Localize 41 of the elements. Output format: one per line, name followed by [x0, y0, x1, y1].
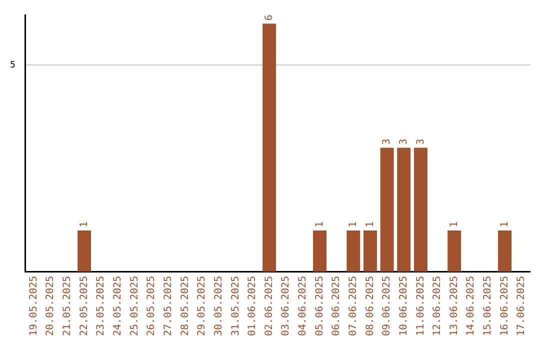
x-tick-label: 11.06.2025 — [415, 276, 426, 336]
x-tick-label: 24.05.2025 — [112, 276, 124, 336]
x-tick-label: 22.05.2025 — [78, 276, 90, 336]
x-tick-label: 20.05.2025 — [45, 276, 56, 336]
x-tick-label: 25.05.2025 — [129, 276, 140, 336]
data-label: 6 — [264, 14, 275, 21]
x-tick-label: 15.06.2025 — [482, 276, 494, 336]
x-tick-label: 12.06.2025 — [432, 276, 444, 336]
x-tick-label: 19.05.2025 — [28, 276, 40, 336]
data-label: 3 — [415, 138, 426, 145]
x-tick-label: 10.06.2025 — [398, 276, 410, 336]
x-tick-label: 06.06.2025 — [331, 276, 342, 336]
x-tick-label: 21.05.2025 — [62, 276, 74, 336]
x-tick-label: 16.06.2025 — [499, 276, 510, 336]
x-tick-label: 02.06.2025 — [264, 276, 275, 336]
x-tick-label: 13.06.2025 — [448, 276, 460, 336]
x-tick-label: 30.05.2025 — [213, 276, 224, 336]
data-label: 1 — [78, 221, 90, 228]
x-tick-label: 23.05.2025 — [96, 276, 107, 336]
x-tick-label: 26.05.2025 — [146, 276, 158, 336]
data-label: 1 — [314, 221, 326, 228]
x-tick-label: 17.06.2025 — [516, 276, 528, 336]
data-label: 1 — [499, 221, 510, 228]
data-label: 1 — [448, 221, 460, 228]
x-tick-label: 09.06.2025 — [382, 276, 393, 336]
data-label: 3 — [398, 138, 410, 145]
data-label: 1 — [364, 221, 376, 228]
data-label: 1 — [348, 221, 359, 228]
x-tick-label: 31.05.2025 — [230, 276, 242, 336]
x-tick-label: 04.06.2025 — [298, 276, 309, 336]
x-tick-label: 08.06.2025 — [364, 276, 376, 336]
x-tick-label: 03.06.2025 — [280, 276, 292, 336]
x-tick-label: 05.06.2025 — [314, 276, 326, 336]
x-tick-label: 27.05.2025 — [162, 276, 174, 336]
x-tick-label: 07.06.2025 — [348, 276, 359, 336]
y-tick-label: 5 — [10, 60, 16, 70]
data-label: 3 — [382, 138, 393, 145]
x-tick-label: 01.06.2025 — [247, 276, 258, 336]
x-tick-label: 28.05.2025 — [180, 276, 191, 336]
x-tick-label: 29.05.2025 — [196, 276, 208, 336]
x-tick-label: 14.06.2025 — [466, 276, 477, 336]
